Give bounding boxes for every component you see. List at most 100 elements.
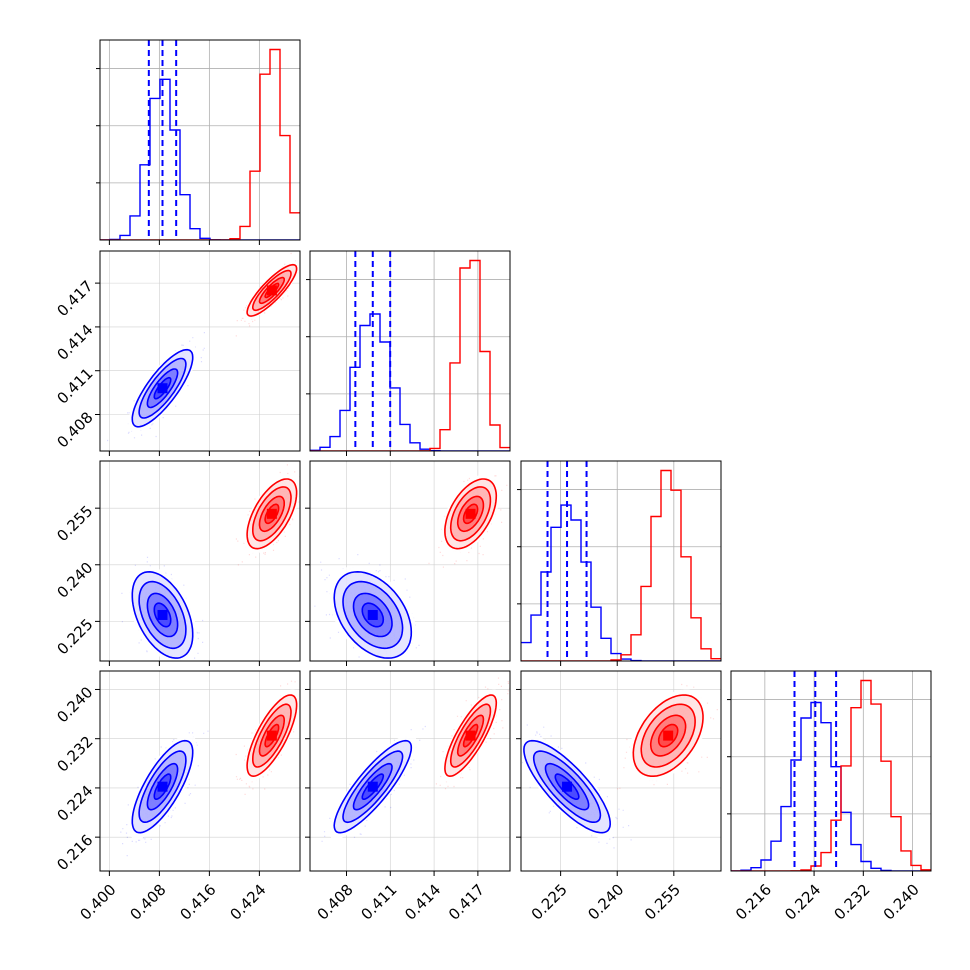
- panel-0-0: [96, 39, 301, 245]
- contour-series-1: [258, 714, 285, 757]
- x-tick-label: 0.411: [357, 881, 400, 924]
- contour-series-0: [532, 750, 602, 823]
- contour-series-1: [456, 495, 485, 533]
- contour-series-1: [632, 694, 704, 777]
- x-tick-label: 0.414: [401, 881, 444, 924]
- panel-2-0: [95, 460, 301, 666]
- y-tick-label: 0.255: [53, 502, 96, 545]
- histogram-series-1: [100, 48, 300, 240]
- peak-marker-series-1: [266, 730, 277, 741]
- x-tick-label: 0.408: [314, 881, 357, 924]
- contour-series-0: [333, 570, 413, 659]
- peak-marker-series-0: [562, 781, 573, 792]
- panel-2-2: [517, 460, 722, 666]
- panel-1-0: [95, 250, 301, 456]
- peak-marker-series-1: [663, 730, 674, 741]
- contour-series-1: [264, 723, 280, 748]
- y-tick-label: 0.225: [53, 615, 96, 658]
- y-tick-label: 0.417: [53, 277, 96, 320]
- histogram-series-0: [100, 78, 300, 240]
- histogram-series-1: [310, 259, 510, 451]
- panel-frame: [99, 250, 301, 452]
- peak-marker-series-0: [367, 781, 378, 792]
- panel-frame: [309, 460, 511, 662]
- histogram-series-0: [521, 504, 721, 661]
- peak-marker-series-1: [465, 730, 476, 741]
- contour-series-0: [153, 773, 172, 800]
- contour-series-0: [544, 762, 590, 811]
- panel-frame: [730, 670, 932, 872]
- x-tick-label: 0.240: [584, 881, 627, 924]
- histogram-series-0: [310, 313, 510, 451]
- panel-frame: [309, 250, 511, 452]
- scatter-points-series-0: [120, 730, 209, 857]
- x-tick-label: 0.255: [641, 881, 684, 924]
- contour-series-1: [258, 276, 285, 305]
- contour-series-0: [153, 376, 172, 400]
- x-tick-label: 0.232: [830, 881, 873, 924]
- contour-series-0: [352, 762, 393, 811]
- contour-series-0: [146, 368, 179, 409]
- contour-series-1: [252, 269, 292, 312]
- contour-series-1: [252, 486, 292, 542]
- x-tick-label: 0.216: [732, 880, 775, 923]
- contour-series-0: [146, 592, 179, 638]
- peak-marker-series-1: [266, 285, 277, 296]
- contour-series-0: [153, 602, 172, 628]
- x-tick-label: 0.400: [77, 881, 120, 924]
- contour-series-1: [456, 714, 485, 757]
- contour-series-0: [361, 773, 385, 800]
- peak-marker-series-0: [367, 609, 378, 620]
- y-tick-label: 0.414: [53, 321, 96, 364]
- panel-3-2: [516, 670, 722, 876]
- panel-1-1: [306, 250, 511, 456]
- contour-series-1: [462, 503, 479, 525]
- panel-frame: [99, 460, 301, 662]
- contour-series-1: [640, 703, 696, 768]
- peak-marker-series-1: [465, 508, 476, 519]
- x-tick-label: 0.417: [445, 881, 488, 924]
- histogram-series-1: [521, 469, 721, 661]
- panel-frame: [99, 670, 301, 872]
- contour-series-1: [258, 495, 285, 533]
- panel-frame: [309, 670, 511, 872]
- x-tick-label: 0.424: [227, 881, 270, 924]
- panel-3-0: [95, 670, 301, 876]
- x-tick-label: 0.225: [528, 881, 571, 924]
- contour-series-0: [138, 580, 187, 650]
- y-tick-label: 0.240: [53, 683, 96, 726]
- contour-series-0: [361, 602, 385, 628]
- peak-marker-series-0: [157, 609, 168, 620]
- peak-marker-series-1: [266, 508, 277, 519]
- contour-series-0: [342, 580, 404, 650]
- contour-series-1: [449, 486, 492, 542]
- contour-series-1: [246, 694, 298, 778]
- contour-series-1: [252, 703, 292, 768]
- panel-frame: [99, 39, 301, 241]
- histogram-series-0: [731, 701, 931, 871]
- contour-series-1: [449, 703, 492, 768]
- contour-series-1: [462, 723, 479, 748]
- x-tick-label: 0.408: [127, 881, 170, 924]
- y-tick-label: 0.216: [53, 831, 96, 874]
- peak-marker-series-0: [157, 781, 168, 792]
- contour-series-1: [444, 478, 498, 550]
- y-tick-label: 0.232: [53, 733, 96, 776]
- y-tick-label: 0.224: [53, 782, 96, 825]
- panel-frame: [520, 460, 722, 662]
- panel-2-1: [305, 460, 511, 666]
- histogram-series-1: [731, 679, 931, 871]
- contour-series-1: [246, 478, 298, 550]
- contour-series-1: [657, 723, 679, 748]
- contour-series-1: [264, 503, 280, 525]
- contour-series-0: [138, 750, 187, 823]
- contour-series-0: [138, 357, 187, 419]
- contour-series-0: [342, 750, 404, 824]
- contour-series-0: [523, 739, 612, 834]
- contour-series-1: [649, 714, 687, 757]
- contour-series-0: [131, 570, 194, 659]
- y-tick-label: 0.411: [53, 365, 96, 408]
- contour-series-0: [146, 762, 179, 811]
- x-tick-label: 0.240: [880, 880, 923, 923]
